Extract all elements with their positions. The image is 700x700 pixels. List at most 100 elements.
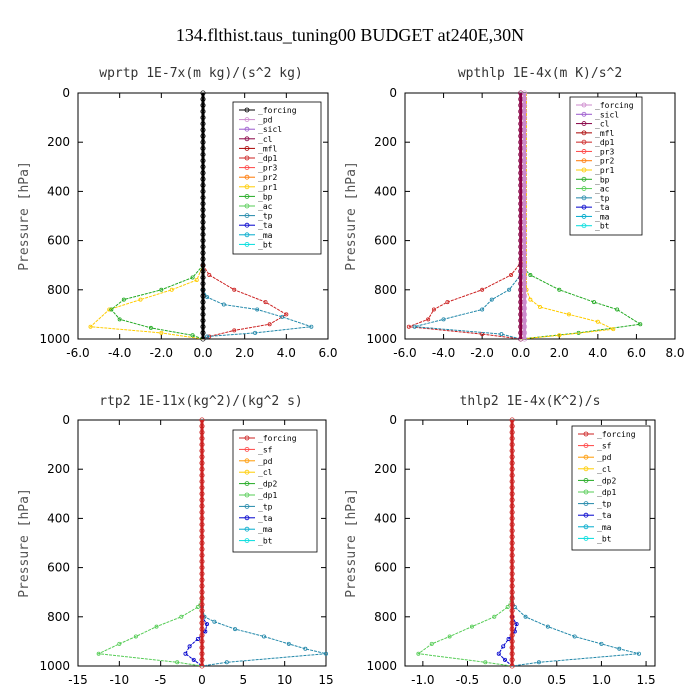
legend-marker — [244, 126, 250, 132]
data-point — [522, 151, 528, 158]
data-point — [199, 472, 205, 478]
data-point — [595, 319, 600, 324]
legend-entry: _sicl — [595, 110, 619, 119]
data-point — [518, 121, 524, 127]
legend-marker — [244, 213, 250, 219]
data-point — [522, 287, 528, 293]
series-line-dp1 — [408, 93, 522, 340]
legend-marker — [581, 214, 587, 219]
data-point — [522, 164, 528, 170]
data-point — [509, 601, 515, 608]
data-point — [199, 595, 205, 601]
data-point — [518, 231, 524, 238]
data-point — [480, 332, 485, 337]
legend-entry: _pd — [597, 453, 612, 462]
series-line-dp1 — [417, 420, 513, 667]
x-tick-label: 0 — [198, 673, 206, 687]
data-point — [200, 195, 206, 201]
data-point — [133, 634, 138, 639]
data-point — [572, 634, 577, 639]
legend-marker — [244, 232, 250, 238]
y-tick-label: 1000 — [366, 332, 397, 346]
data-point — [255, 307, 260, 312]
data-point — [200, 139, 206, 145]
data-point — [522, 182, 528, 188]
data-point — [199, 435, 205, 442]
x-tick-label: 2.0 — [235, 346, 254, 360]
legend-entry: _pr3 — [595, 147, 614, 156]
legend-entry: _forcing — [258, 106, 297, 115]
y-axis-label: Pressure [hPa] — [344, 161, 359, 271]
data-point — [509, 552, 515, 558]
data-point — [199, 638, 205, 644]
data-point — [496, 651, 501, 656]
data-point — [522, 139, 528, 145]
legend-entry: _ma — [258, 525, 273, 534]
data-point — [159, 287, 164, 292]
plot-frame — [404, 92, 676, 340]
data-point — [509, 528, 515, 534]
data-point — [522, 231, 528, 238]
data-point — [518, 256, 524, 262]
legend-entry: _ac — [595, 185, 610, 194]
data-point — [522, 207, 528, 213]
data-point — [200, 256, 206, 262]
data-point — [195, 636, 200, 641]
data-point — [518, 164, 524, 170]
legend-entry: _forcing — [597, 430, 636, 439]
x-tick-label: 0.0 — [503, 673, 522, 687]
legend-marker — [244, 481, 250, 487]
legend-marker — [583, 524, 589, 530]
data-point — [96, 651, 101, 656]
series-line-dp1 — [96, 420, 203, 667]
data-point — [518, 213, 524, 219]
legend-marker — [581, 186, 587, 191]
data-point — [523, 614, 528, 619]
data-point — [522, 145, 528, 151]
series-line-tp — [202, 93, 312, 340]
data-point — [190, 333, 195, 338]
data-point — [148, 325, 153, 330]
data-point — [509, 638, 515, 644]
legend-marker — [583, 477, 589, 483]
y-tick-label: 200 — [374, 135, 397, 149]
legend: _forcing _sf _pd _cl _dp2 _dp1 _tp _ta _ma _bt — [571, 425, 651, 551]
data-point — [509, 608, 515, 614]
data-point — [200, 170, 206, 176]
data-point — [509, 448, 515, 454]
legend-entry: _tp — [258, 212, 273, 221]
legend-entry: _tp — [597, 500, 612, 509]
data-point — [509, 435, 515, 442]
data-point — [509, 589, 515, 595]
legend-entry: _dp1 — [597, 488, 616, 497]
data-point — [518, 158, 524, 164]
data-point — [545, 624, 550, 629]
data-point — [138, 297, 143, 302]
data-point — [199, 614, 205, 620]
data-point — [518, 188, 524, 194]
data-point — [518, 262, 524, 268]
y-tick-label: 200 — [47, 462, 70, 476]
data-point — [509, 632, 515, 638]
data-point — [205, 295, 210, 300]
data-point — [199, 503, 205, 509]
data-point — [286, 641, 291, 646]
data-point — [522, 133, 528, 139]
legend-entry: _bp — [595, 175, 610, 184]
data-point — [200, 164, 206, 170]
data-point — [200, 127, 206, 133]
x-tick-label: -10 — [110, 673, 130, 687]
data-point — [522, 90, 528, 96]
legend-entry: _forcing — [258, 434, 297, 443]
data-point — [199, 620, 205, 626]
x-tick-label: 10 — [277, 673, 292, 687]
data-point — [518, 299, 524, 305]
x-tick-label: -2.0 — [470, 346, 493, 360]
legend-entry: _forcing — [595, 101, 634, 110]
legend-marker — [581, 167, 587, 173]
data-point — [518, 274, 524, 281]
data-point — [522, 293, 528, 299]
y-tick-label: 600 — [47, 234, 70, 248]
data-point — [200, 305, 206, 311]
data-point — [200, 219, 206, 225]
